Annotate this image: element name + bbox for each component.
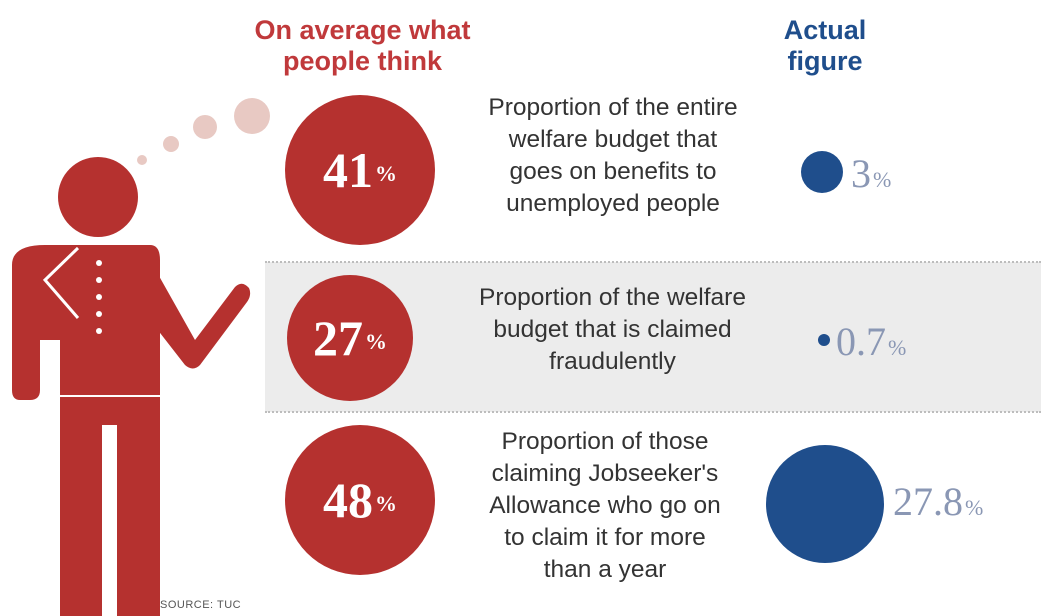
actual-unit-row-1: % <box>873 167 892 192</box>
perceived-unit-row-2: % <box>365 329 387 354</box>
perceived-value-row-1: 41 <box>323 142 373 198</box>
row-1-label: Proportion of the entire welfare budget … <box>488 94 738 217</box>
actual-figure-row-2: 0.7% <box>836 318 906 365</box>
row-divider-2 <box>265 411 1041 413</box>
person-figure <box>12 157 251 616</box>
perceived-value-row-3: 48 <box>323 472 373 528</box>
person-head <box>58 157 138 237</box>
perceived-value-row-2: 27 <box>313 310 363 366</box>
jacket-lapel <box>42 246 80 319</box>
thought-dot-1 <box>137 155 147 165</box>
row-divider-1 <box>265 261 1041 263</box>
row-2-label: Proportion of the welfare budget that is… <box>479 284 746 375</box>
actual-circle-row-1 <box>801 151 843 193</box>
perceived-unit-row-3: % <box>375 491 397 516</box>
actual-figure-row-3: 27.8% <box>893 478 983 525</box>
thought-dot-3 <box>193 115 217 139</box>
actual-value-row-1: 3 <box>851 151 871 196</box>
actual-figure-row-1: 3% <box>851 150 891 197</box>
person-right-arm <box>150 260 251 369</box>
person-torso <box>12 245 160 400</box>
actual-circle-row-2 <box>818 334 830 346</box>
person-legs <box>60 395 160 616</box>
thought-dot-2 <box>163 136 179 152</box>
thought-dot-4 <box>234 98 270 134</box>
actual-unit-row-2: % <box>888 335 907 360</box>
actual-value-row-3: 27.8 <box>893 479 963 524</box>
source-note: SOURCE: TUC <box>160 599 242 611</box>
actual-circle-row-3 <box>766 445 884 563</box>
perceived-circle-row-3: 48% <box>285 425 435 575</box>
perceived-circle-row-2: 27% <box>287 275 413 401</box>
header-actual-figure: Actual figure <box>783 15 867 76</box>
perceived-circle-row-1: 41% <box>285 95 435 245</box>
perceived-unit-row-1: % <box>375 161 397 186</box>
header-people-think: On average what people think <box>254 15 471 76</box>
actual-unit-row-3: % <box>965 495 984 520</box>
row-3-label: Proportion of those claiming Jobseeker's… <box>489 428 721 583</box>
actual-value-row-2: 0.7 <box>836 319 886 364</box>
